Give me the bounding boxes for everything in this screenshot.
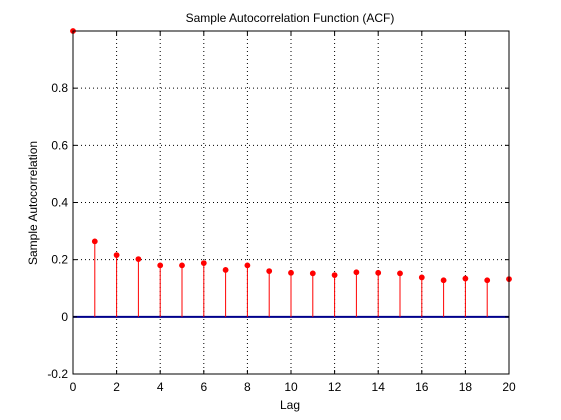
y-axis-title: Sample Autocorrelation [26,141,40,265]
x-tick-label: 0 [70,380,77,394]
acf-point [135,256,142,262]
x-tick-label: 2 [113,380,120,394]
x-tick-label: 16 [415,380,429,394]
acf-point [222,267,229,273]
x-tick-label: 10 [284,380,298,394]
acf-point [179,262,185,269]
y-tick-label: 0.4 [51,196,68,210]
x-tick-label: 6 [200,380,207,394]
acf-point [440,277,447,284]
acf-point [244,262,251,269]
acf-point [462,275,469,282]
y-tick-label: 0.6 [51,138,68,152]
x-tick-label: 4 [157,380,164,394]
x-axis-title: Lag [280,398,300,412]
acf-point [309,270,316,277]
y-tick-label: 0.8 [51,81,68,95]
x-tick-label: 20 [502,380,516,394]
acf-point [375,269,382,276]
acf-point [353,269,360,276]
acf-point [288,269,294,276]
acf-point [397,270,403,277]
plot-area: 0 2 4 6 8 10 12 14 16 18 20-0.200.20.40.60.8 [47,28,516,394]
y-tick-label: 0 [61,310,68,324]
y-tick-label: 0.2 [51,253,68,267]
acf-point [484,277,491,284]
y-tick-label: -0.2 [47,367,68,381]
acf-point [331,272,338,279]
chart-title: Sample Autocorrelation Function (ACF) [186,11,395,25]
acf-point [266,268,273,274]
acf-point [91,238,98,245]
acf-point [157,262,164,269]
x-tick-label: 8 [244,380,251,394]
x-tick-label: 12 [328,380,342,394]
acf-point [113,252,120,258]
x-tick-label: 14 [372,380,386,394]
x-tick-label: 18 [459,380,473,394]
acf-point [418,274,425,281]
acf-point [200,260,207,266]
axes-frame [72,30,510,375]
